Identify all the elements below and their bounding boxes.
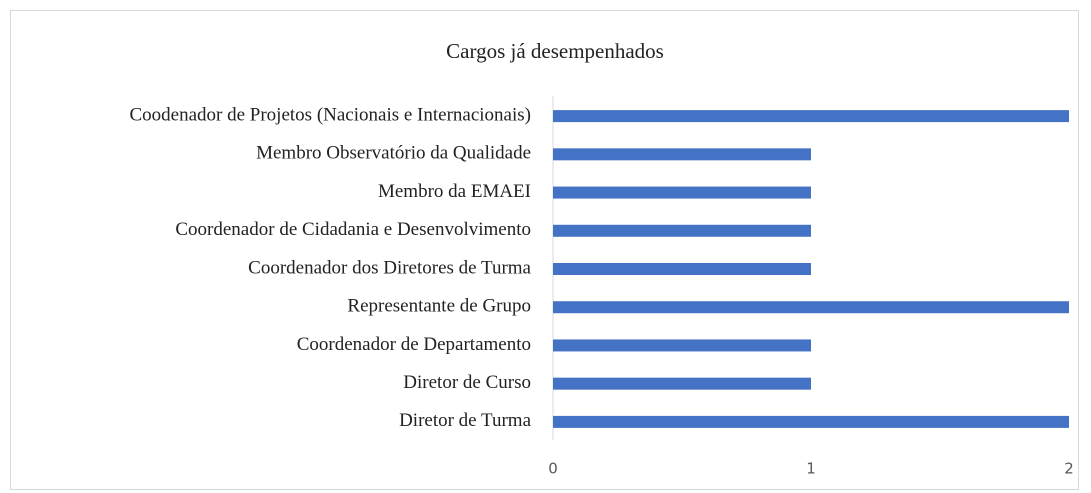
y-tick-label: Diretor de Curso [403, 372, 531, 393]
bar [553, 377, 811, 390]
x-tick-label: 0 [548, 460, 558, 478]
bar [553, 263, 811, 275]
x-tick-label: 1 [806, 460, 816, 478]
chart-frame [10, 10, 1079, 490]
bar [553, 186, 811, 199]
bar [553, 224, 811, 237]
y-tick-label: Coordenador de Cidadania e Desenvolvimen… [175, 219, 531, 240]
y-tick-label: Coordenador de Departamento [297, 334, 531, 355]
y-tick-label: Diretor de Turma [399, 410, 532, 431]
bar [553, 301, 1069, 314]
y-tick-label: Coodenador de Projetos (Nacionais e Inte… [129, 104, 531, 125]
chart-title: Cargos já desempenhados [446, 39, 664, 63]
y-tick-label: Coordenador dos Diretores de Turma [248, 257, 531, 278]
bar [553, 110, 1069, 123]
bar [553, 148, 811, 161]
y-tick-label: Membro da EMAEI [378, 181, 531, 202]
y-tick-label: Representante de Grupo [347, 296, 531, 317]
y-tick-label: Membro Observatório da Qualidade [256, 143, 531, 164]
bar [553, 415, 1069, 428]
x-tick-label: 2 [1064, 460, 1074, 478]
bar [553, 339, 811, 352]
